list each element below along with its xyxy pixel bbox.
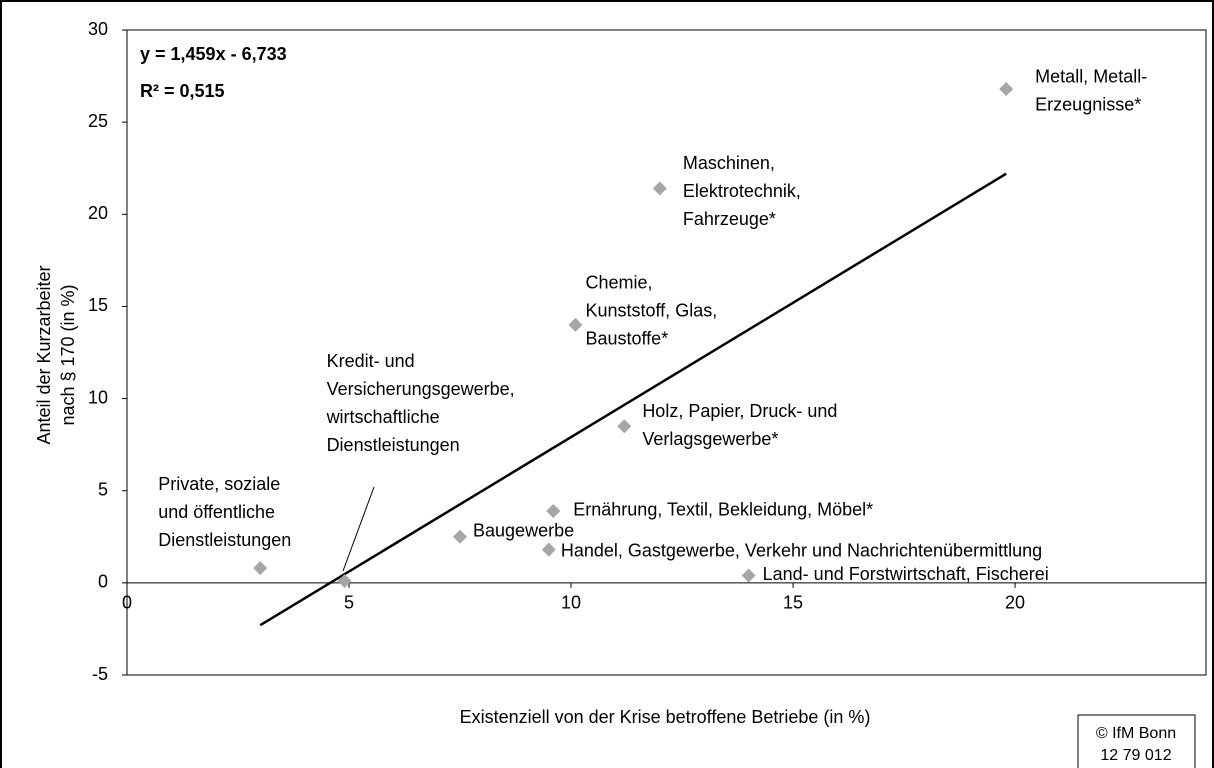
point <box>253 561 268 576</box>
source: 12 79 012 <box>1100 747 1171 764</box>
point <box>652 181 667 196</box>
point-label: Baustoffe* <box>585 329 668 349</box>
point-label: Dienstleistungen <box>327 435 460 455</box>
point-label: Handel, Gastgewerbe, Verkehr und Nachric… <box>561 540 1042 560</box>
point-label: Maschinen, <box>683 153 775 173</box>
x-tick-label: 10 <box>561 593 581 613</box>
x-tick-label: 20 <box>1005 593 1025 613</box>
point <box>541 542 556 557</box>
x-tick-label: 15 <box>783 593 803 613</box>
point-label: Baugewerbe <box>473 521 574 541</box>
point-label: und öffentliche <box>158 502 275 522</box>
trendline <box>259 172 1007 627</box>
point <box>568 317 583 332</box>
r-squared: R² = 0,515 <box>140 81 225 101</box>
y-tick-label: 0 <box>98 572 108 592</box>
point-label: Holz, Papier, Druck- und <box>642 401 837 421</box>
point-label: Metall, Metall- <box>1035 67 1147 87</box>
point-label: Kredit- und <box>327 351 415 371</box>
point-label: Versicherungsgewerbe, <box>327 379 515 399</box>
source-box <box>1077 714 1196 768</box>
point-label: Ernährung, Textil, Bekleidung, Möbel* <box>573 500 873 520</box>
point <box>337 574 352 589</box>
y-tick-label: 10 <box>88 387 108 407</box>
point-label: Kunststoff, Glas, <box>585 301 717 321</box>
point-label: Fahrzeuge* <box>683 209 776 229</box>
y-tick-label: 15 <box>88 295 108 315</box>
y-tick-label: 25 <box>88 111 108 131</box>
point <box>999 81 1014 96</box>
point <box>617 419 632 434</box>
y-axis-title: nach § 170 (in %) <box>58 284 78 425</box>
equation: y = 1,459x - 6,733 <box>140 44 287 64</box>
point <box>741 568 756 583</box>
plot-area <box>126 29 1207 676</box>
point <box>453 529 468 544</box>
source: © IfM Bonn <box>1096 725 1176 742</box>
point-label: Dienstleistungen <box>158 530 291 550</box>
point-label: Chemie, <box>585 273 652 293</box>
point <box>546 503 561 518</box>
y-tick-label: 20 <box>88 203 108 223</box>
y-axis-title: Anteil der Kurzarbeiter <box>34 265 54 444</box>
point-label: wirtschaftliche <box>326 407 440 427</box>
x-tick-label: 5 <box>344 593 354 613</box>
point-label: Verlagsgewerbe* <box>642 429 778 449</box>
point-label: Land- und Forstwirtschaft, Fischerei <box>763 564 1049 584</box>
y-tick-label: 30 <box>88 19 108 39</box>
point-label: Erzeugnisse* <box>1035 95 1141 115</box>
point-label: Elektrotechnik, <box>683 181 801 201</box>
y-tick-label: 5 <box>98 479 108 499</box>
x-tick-label: 0 <box>122 593 132 613</box>
x-axis-title: Existenziell von der Krise betroffene Be… <box>460 707 871 727</box>
y-tick-label: -5 <box>92 664 108 684</box>
leader-line <box>342 486 375 572</box>
point-label: Private, soziale <box>158 474 280 494</box>
